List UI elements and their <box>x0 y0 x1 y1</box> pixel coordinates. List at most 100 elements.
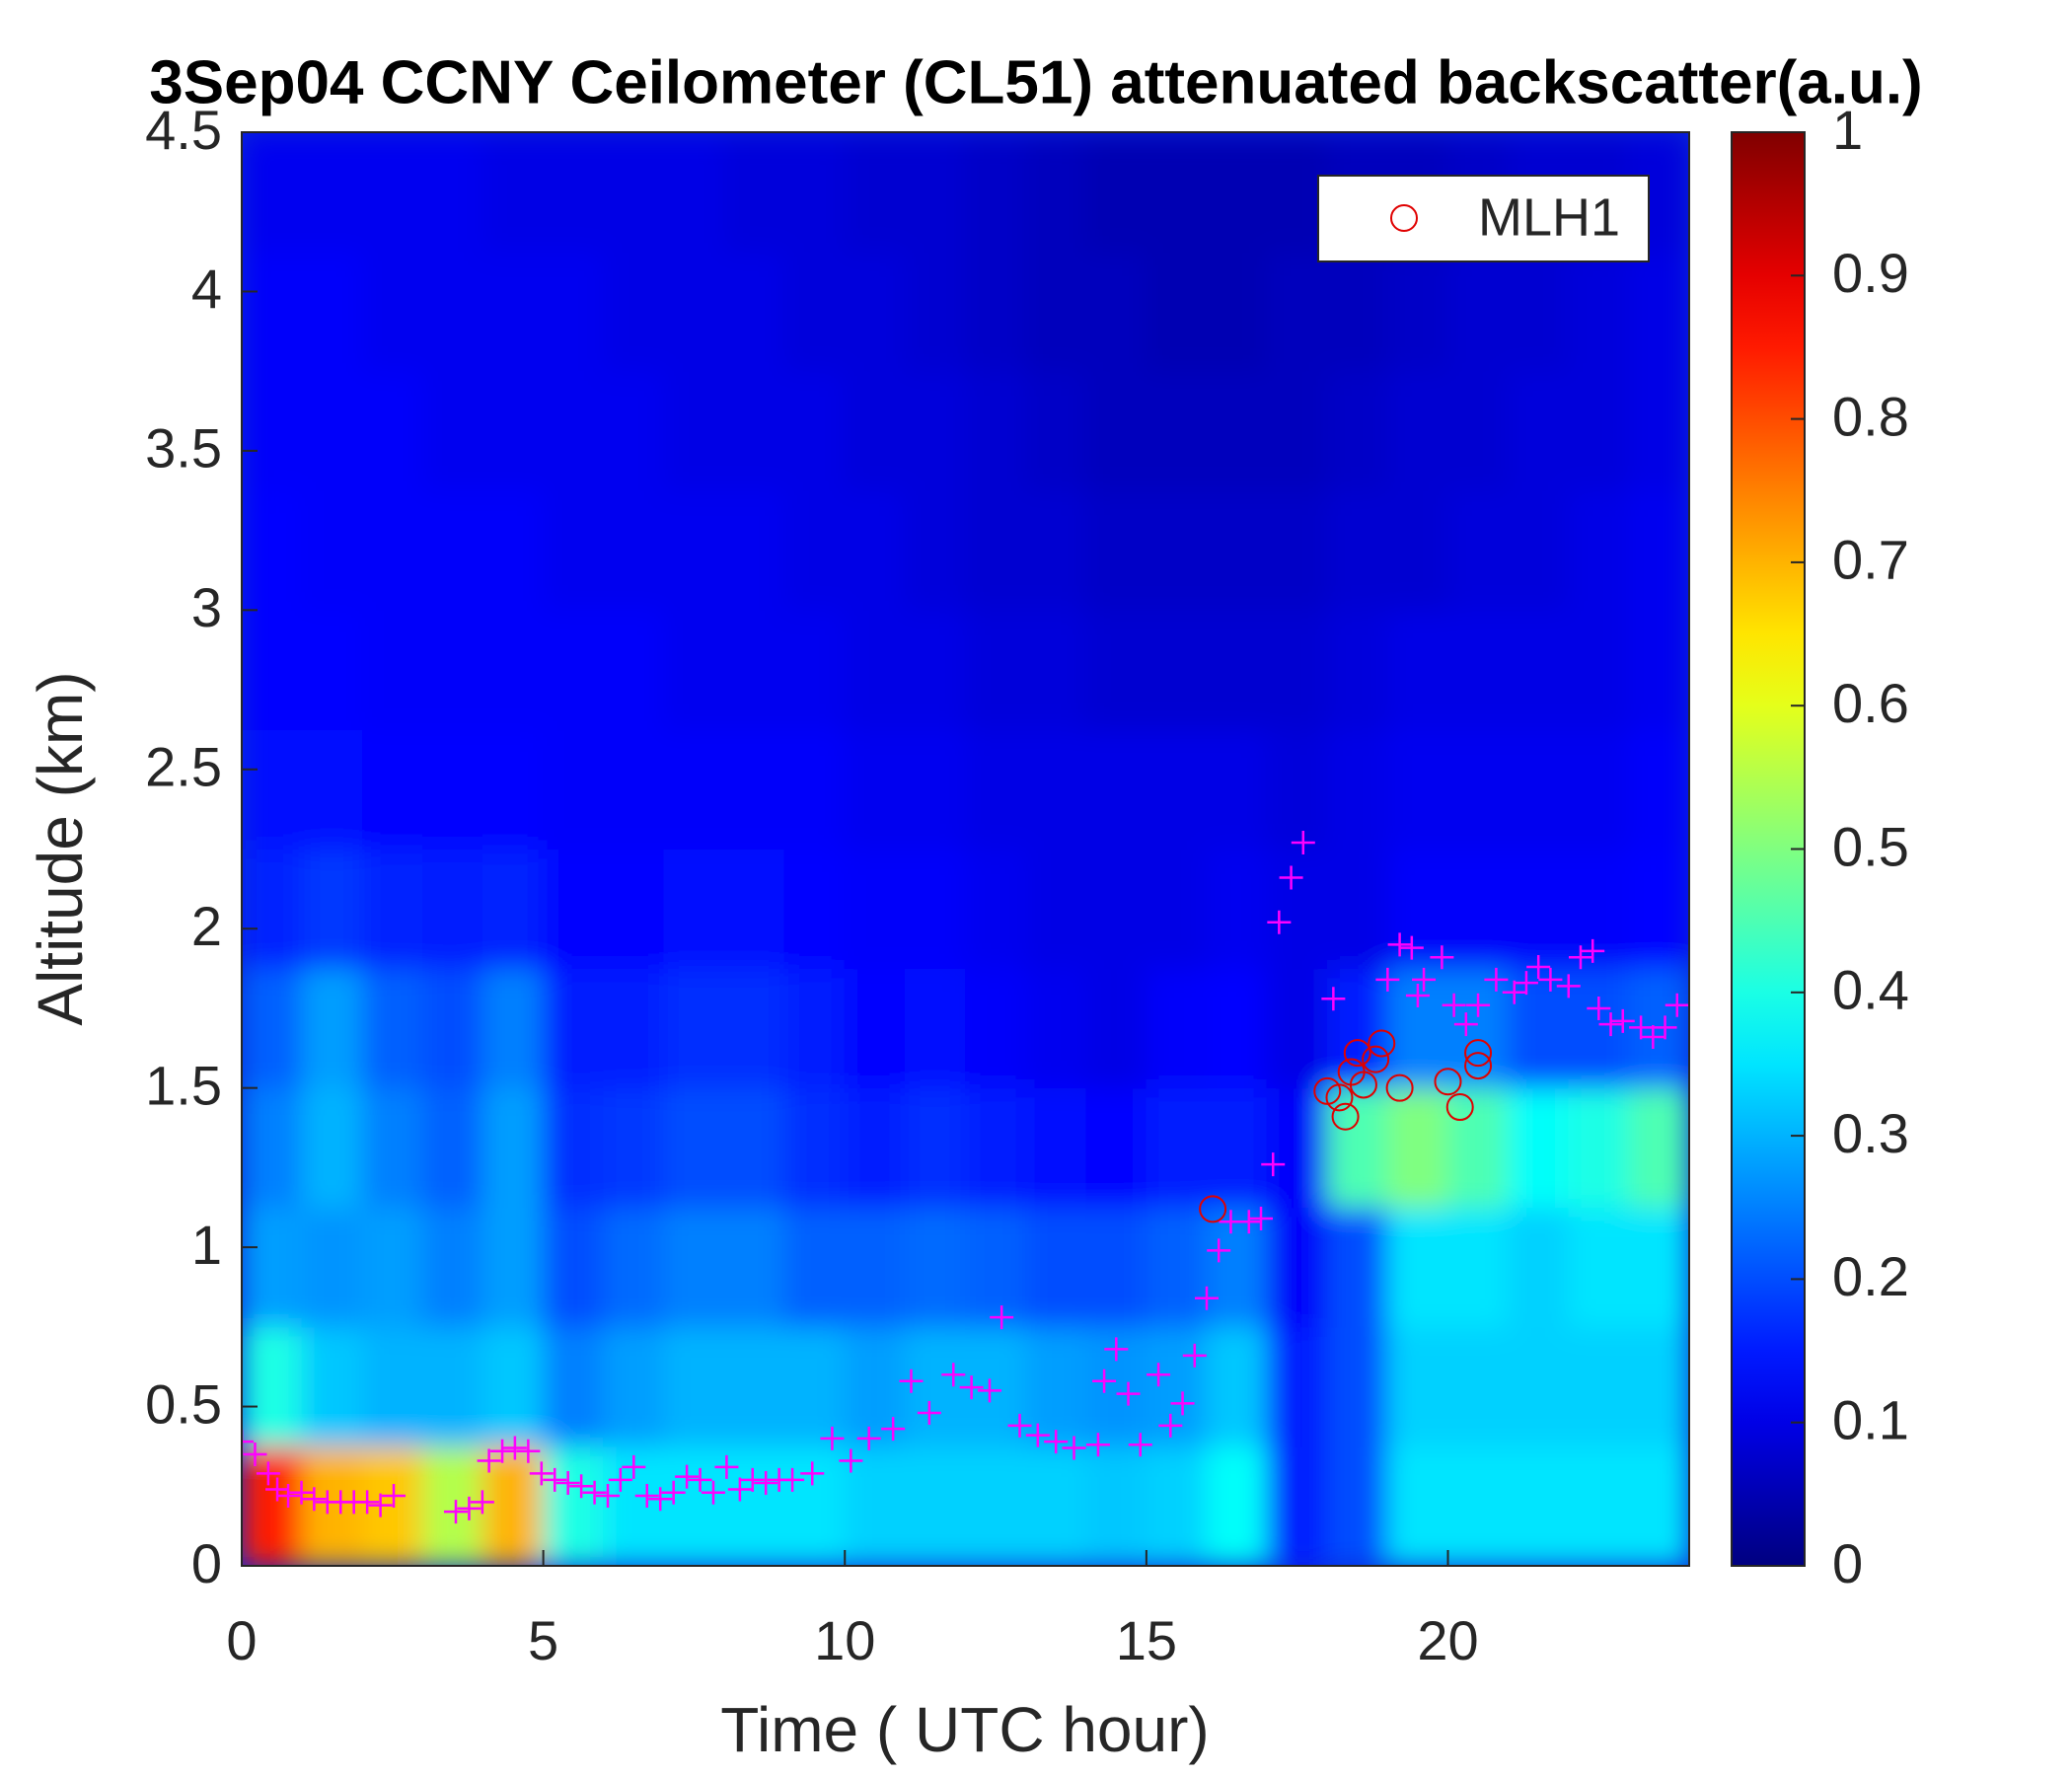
heat-cell <box>242 728 303 850</box>
heat-cell <box>723 1087 785 1209</box>
heat-cell <box>1447 1326 1510 1447</box>
x-tick-label: 10 <box>814 1609 875 1671</box>
heat-cell <box>1568 609 1630 730</box>
heat-cell <box>1025 251 1087 372</box>
heat-cell <box>543 1207 605 1328</box>
plus-marker <box>1502 980 1526 1004</box>
plus-marker <box>820 1426 845 1450</box>
heat-cell <box>783 849 846 970</box>
heat-cell <box>421 968 483 1089</box>
heat-cell <box>482 1207 545 1328</box>
heat-cell <box>242 968 303 1089</box>
heat-cell <box>1146 132 1208 253</box>
heat-cell <box>1206 132 1268 253</box>
heat-cell <box>783 1326 846 1447</box>
heat-cell <box>1386 370 1448 491</box>
plus-marker <box>1236 1210 1261 1234</box>
heat-cell <box>844 132 906 253</box>
heat-cell <box>663 370 725 491</box>
heat-cell <box>1085 1087 1147 1209</box>
heat-cell <box>1508 1326 1570 1447</box>
heat-cell <box>1025 1445 1087 1566</box>
plus-marker <box>990 1305 1014 1330</box>
plus-marker <box>1581 938 1605 963</box>
heat-cell <box>1508 1445 1570 1566</box>
heat-cell <box>421 1445 483 1566</box>
heat-cell <box>1206 1207 1268 1328</box>
heat-cell <box>603 849 665 970</box>
x-tick-label: 5 <box>528 1609 558 1671</box>
heat-cell <box>421 609 483 730</box>
markers <box>242 831 1689 1524</box>
plus-marker <box>355 1490 380 1515</box>
heat-cell <box>663 968 725 1089</box>
heat-cell <box>482 489 545 611</box>
heat-cell <box>543 609 605 730</box>
heat-cell <box>1326 849 1388 970</box>
heat-cell <box>1206 489 1268 611</box>
heat-cell <box>723 728 785 850</box>
heat-cell <box>1025 1326 1087 1447</box>
heat-cell <box>663 1087 725 1209</box>
plus-marker <box>302 1487 327 1512</box>
plus-marker <box>477 1448 501 1473</box>
circle-marker <box>1434 1068 1462 1096</box>
y-axis-label: Altitude (km) <box>25 671 96 1025</box>
plus-marker <box>881 1417 906 1442</box>
plus-marker <box>582 1480 607 1505</box>
heat-cell <box>1266 489 1328 611</box>
heat-cell <box>482 132 545 253</box>
heat-cell <box>1326 968 1388 1089</box>
plus-marker <box>977 1378 1001 1403</box>
heat-cell <box>242 132 303 253</box>
colorbar-tick-label: 0.7 <box>1832 529 1909 591</box>
heat-cell <box>844 1326 906 1447</box>
y-tick-label: 0 <box>191 1532 222 1594</box>
heat-cell <box>543 132 605 253</box>
heat-cell <box>965 1445 1027 1566</box>
plus-marker <box>1207 1238 1231 1263</box>
heat-cell <box>1508 728 1570 850</box>
heat-cell <box>1085 132 1147 253</box>
heat-cell <box>1447 849 1510 970</box>
heat-cell <box>1085 849 1147 970</box>
circle-marker <box>1385 1073 1414 1102</box>
y-tick-label: 4 <box>191 258 222 320</box>
plus-marker <box>1556 974 1581 999</box>
plus-marker <box>1598 1012 1623 1037</box>
plus-marker <box>1147 1363 1171 1387</box>
plus-marker <box>1195 1286 1219 1310</box>
plus-marker <box>959 1375 984 1400</box>
plus-marker <box>1085 1433 1110 1457</box>
heat-cell <box>1025 968 1087 1089</box>
heat-cell <box>965 251 1027 372</box>
heat-cell <box>1085 489 1147 611</box>
heat-cell <box>1206 370 1268 491</box>
heat-cell <box>904 132 966 253</box>
heat-cell <box>723 1207 785 1328</box>
heat-cell <box>361 1207 423 1328</box>
legend-marker <box>1390 204 1418 232</box>
heat-cell <box>543 1087 605 1209</box>
plus-marker <box>1267 910 1292 934</box>
heat-cell <box>904 1445 966 1566</box>
heat-cell <box>1025 728 1087 850</box>
plus-marker <box>1538 967 1563 992</box>
plus-marker <box>634 1483 659 1508</box>
heat-cell <box>1447 489 1510 611</box>
heat-cell <box>1628 1326 1689 1447</box>
heat-cell <box>723 489 785 611</box>
heat-cell <box>783 728 846 850</box>
heat-cell <box>1628 251 1689 372</box>
heat-cell <box>603 370 665 491</box>
plus-marker <box>688 1467 712 1492</box>
heat-cell <box>543 1445 605 1566</box>
heat-cell <box>1386 728 1448 850</box>
heat-cell <box>242 609 303 730</box>
heat-cell <box>1568 251 1630 372</box>
plus-marker <box>1261 1152 1286 1177</box>
heat-cell <box>1568 1445 1630 1566</box>
heat-cell <box>603 1326 665 1447</box>
heat-cell <box>904 968 966 1089</box>
heat-cell <box>1146 1445 1208 1566</box>
